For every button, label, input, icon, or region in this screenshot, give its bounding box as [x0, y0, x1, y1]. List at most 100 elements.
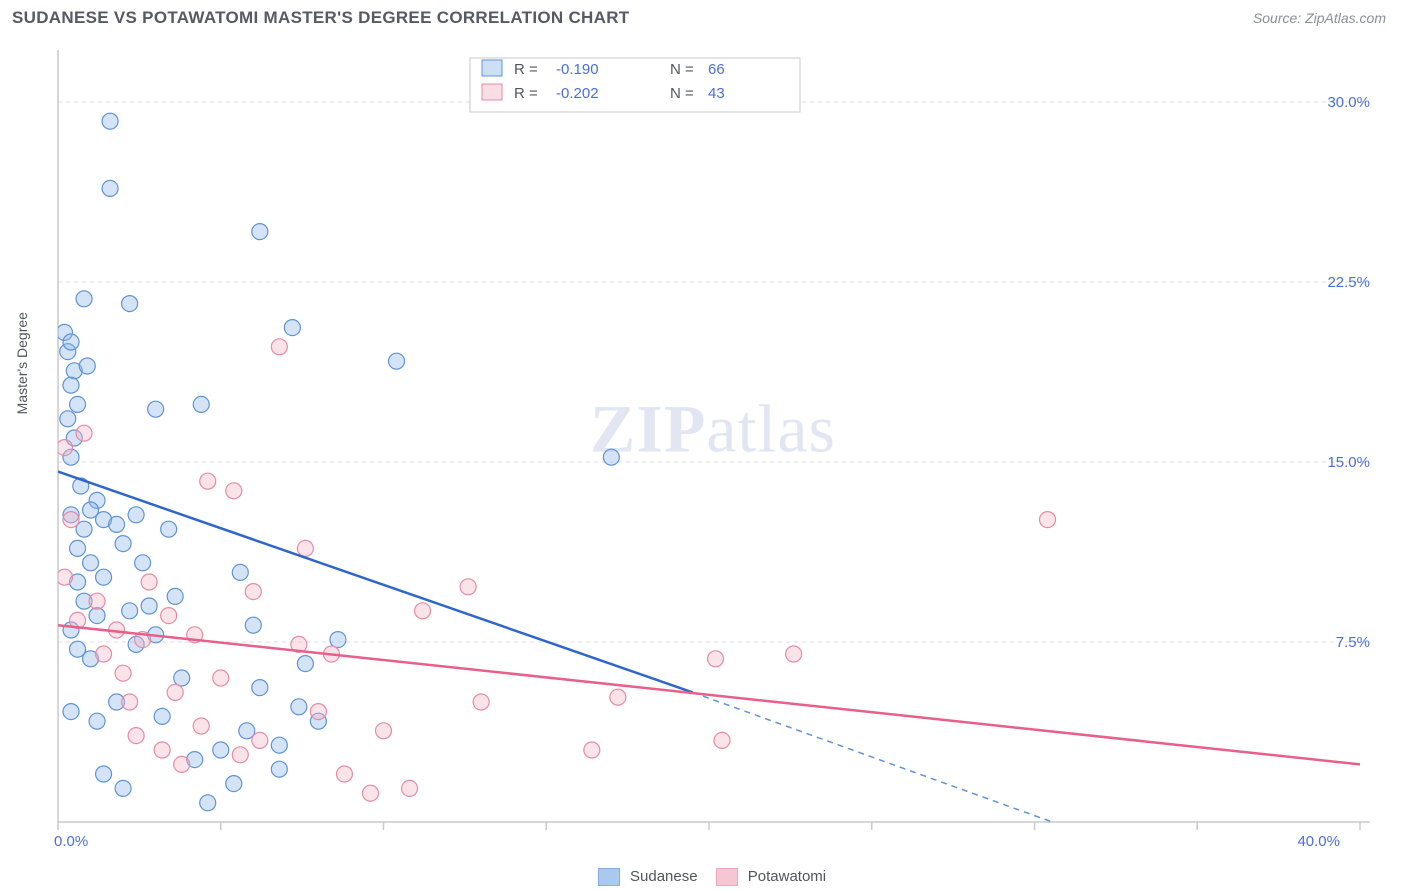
chart-header: SUDANESE VS POTAWATOMI MASTER'S DEGREE C… — [0, 0, 1406, 28]
scatter-point — [102, 113, 118, 129]
scatter-point — [232, 747, 248, 763]
scatter-point — [76, 291, 92, 307]
bottom-legend-label: Potawatomi — [744, 868, 827, 885]
scatter-point — [297, 656, 313, 672]
scatter-point — [271, 339, 287, 355]
scatter-point — [226, 483, 242, 499]
scatter-point — [603, 449, 619, 465]
scatter-point — [63, 512, 79, 528]
bottom-legend-label: Sudanese — [626, 868, 698, 885]
x-tick-label-left: 0.0% — [54, 833, 88, 848]
scatter-point — [252, 224, 268, 240]
scatter-point — [226, 776, 242, 792]
scatter-point — [122, 694, 138, 710]
scatter-point — [362, 785, 378, 801]
scatter-point — [154, 708, 170, 724]
y-tick-label: 22.5% — [1327, 274, 1370, 291]
scatter-point — [271, 737, 287, 753]
scatter-point — [389, 353, 405, 369]
scatter-point — [174, 756, 190, 772]
scatter-point — [291, 699, 307, 715]
scatter-point — [336, 766, 352, 782]
scatter-point — [115, 665, 131, 681]
legend-swatch — [482, 84, 502, 100]
scatter-point — [200, 795, 216, 811]
scatter-point — [584, 742, 600, 758]
scatter-point — [141, 574, 157, 590]
legend-r-label: R = — [514, 85, 538, 102]
scatter-point — [122, 603, 138, 619]
scatter-point — [415, 603, 431, 619]
scatter-point — [57, 440, 73, 456]
scatter-point — [115, 780, 131, 796]
legend-swatch — [482, 60, 502, 76]
chart-source: Source: ZipAtlas.com — [1253, 10, 1386, 26]
scatter-plot-svg: 7.5% 15.0% 22.5% 30.0% 0.0% 40.0% R = -0.190 N =… — [40, 42, 1386, 848]
scatter-point — [786, 646, 802, 662]
scatter-point — [271, 761, 287, 777]
scatter-point — [610, 689, 626, 705]
scatter-point — [167, 684, 183, 700]
bottom-legend-swatch — [716, 868, 738, 886]
legend-r-value: -0.202 — [556, 85, 599, 102]
scatter-point — [376, 723, 392, 739]
scatter-point — [115, 536, 131, 552]
scatter-point — [245, 584, 261, 600]
scatter-point — [60, 411, 76, 427]
scatter-point — [1040, 512, 1056, 528]
scatter-point — [63, 377, 79, 393]
scatter-point — [135, 555, 151, 571]
legend-n-label: N = — [670, 61, 694, 78]
scatter-point — [89, 713, 105, 729]
scatter-point — [708, 651, 724, 667]
scatter-point — [128, 507, 144, 523]
scatter-point — [284, 320, 300, 336]
scatter-point — [89, 608, 105, 624]
bottom-legend: Sudanese Potawatomi — [0, 868, 1406, 886]
scatter-point — [714, 732, 730, 748]
scatter-point — [473, 694, 489, 710]
plot-area: Master's Degree ZIPatlas 7.5%15.0%22.5%3… — [40, 42, 1386, 848]
scatter-point — [174, 670, 190, 686]
scatter-point — [102, 180, 118, 196]
scatter-point — [154, 742, 170, 758]
scatter-point — [161, 521, 177, 537]
scatter-point — [167, 588, 183, 604]
scatter-point — [252, 680, 268, 696]
scatter-point — [57, 569, 73, 585]
x-tick-label-right: 40.0% — [1297, 833, 1340, 848]
y-tick-label: 30.0% — [1327, 94, 1370, 111]
scatter-point — [252, 732, 268, 748]
bottom-legend-swatch — [598, 868, 620, 886]
scatter-point — [213, 670, 229, 686]
scatter-point — [232, 564, 248, 580]
legend-r-label: R = — [514, 61, 538, 78]
scatter-point — [297, 540, 313, 556]
scatter-point — [460, 579, 476, 595]
scatter-point — [63, 704, 79, 720]
y-axis-label: Master's Degree — [14, 312, 30, 414]
legend-r-value: -0.190 — [556, 61, 599, 78]
scatter-point — [245, 617, 261, 633]
y-tick-label: 15.0% — [1327, 454, 1370, 471]
scatter-point — [63, 334, 79, 350]
scatter-point — [161, 608, 177, 624]
scatter-point — [109, 516, 125, 532]
legend-n-value: 43 — [708, 85, 725, 102]
scatter-point — [70, 396, 86, 412]
chart-title: SUDANESE VS POTAWATOMI MASTER'S DEGREE C… — [12, 8, 629, 28]
scatter-point — [193, 396, 209, 412]
scatter-point — [96, 646, 112, 662]
scatter-point — [141, 598, 157, 614]
scatter-point — [148, 401, 164, 417]
y-tick-label: 7.5% — [1336, 634, 1370, 651]
scatter-point — [402, 780, 418, 796]
scatter-point — [122, 296, 138, 312]
scatter-point — [128, 728, 144, 744]
scatter-point — [330, 632, 346, 648]
scatter-point — [89, 593, 105, 609]
scatter-point — [310, 704, 326, 720]
scatter-point — [200, 473, 216, 489]
legend-n-value: 66 — [708, 61, 725, 78]
scatter-point — [70, 540, 86, 556]
